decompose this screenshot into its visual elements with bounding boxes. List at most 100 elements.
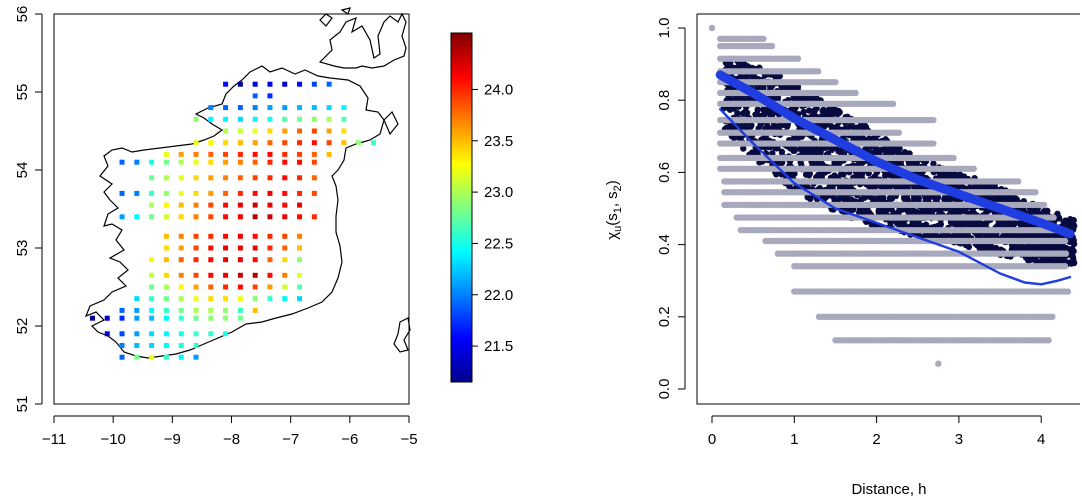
heat-cell bbox=[119, 307, 125, 313]
heat-cell bbox=[297, 245, 303, 251]
heat-cell bbox=[282, 81, 288, 87]
heat-cell bbox=[223, 296, 229, 302]
heat-cell bbox=[282, 140, 288, 146]
heat-cell bbox=[223, 315, 229, 321]
model-point bbox=[896, 145, 903, 152]
empirical-point bbox=[832, 78, 839, 86]
heat-cell bbox=[252, 81, 258, 87]
model-point bbox=[774, 95, 782, 102]
empirical-point bbox=[852, 89, 859, 97]
model-point bbox=[965, 243, 973, 251]
heat-cell bbox=[178, 257, 184, 263]
heat-cell bbox=[282, 151, 288, 157]
empirical-point bbox=[935, 360, 942, 367]
heat-cell bbox=[282, 233, 288, 239]
heat-cell bbox=[252, 284, 258, 290]
heat-cell bbox=[267, 214, 273, 220]
x-tick-label: −10 bbox=[100, 431, 125, 448]
heat-cell bbox=[223, 331, 229, 337]
heat-cell bbox=[297, 190, 303, 196]
heat-cell bbox=[208, 140, 214, 146]
x-tick-label: −7 bbox=[282, 431, 299, 448]
x-tick-label: 3 bbox=[955, 431, 963, 448]
ireland-outline bbox=[84, 65, 385, 359]
heat-cell bbox=[237, 284, 243, 290]
heat-cell bbox=[237, 128, 243, 134]
heat-cell bbox=[311, 128, 317, 134]
empirical-point bbox=[760, 35, 767, 43]
heat-cell bbox=[163, 214, 169, 220]
heat-cell bbox=[341, 105, 347, 111]
heat-cell bbox=[223, 81, 229, 87]
heat-cell bbox=[178, 343, 184, 348]
heat-cell bbox=[163, 151, 169, 157]
heat-cell bbox=[326, 151, 332, 157]
model-point bbox=[861, 194, 868, 201]
heat-cell bbox=[252, 190, 258, 196]
y-tick-label: 0.8 bbox=[656, 90, 673, 111]
heat-cell bbox=[163, 175, 169, 181]
heat-cell bbox=[193, 190, 199, 196]
heat-cell bbox=[149, 315, 155, 321]
model-point bbox=[840, 171, 847, 178]
heat-cell bbox=[119, 159, 125, 165]
heat-cell bbox=[282, 116, 288, 122]
colorbar-tick-label: 22.0 bbox=[484, 287, 513, 304]
heat-cell bbox=[163, 307, 169, 313]
heat-cell bbox=[297, 284, 303, 290]
heat-cell bbox=[252, 151, 258, 157]
model-point bbox=[937, 221, 945, 228]
model-point bbox=[835, 109, 843, 117]
heat-cell bbox=[282, 296, 288, 302]
heat-cell bbox=[252, 257, 258, 263]
y-tick-label: 1.0 bbox=[656, 18, 673, 39]
heat-cell bbox=[223, 284, 229, 290]
heat-cell bbox=[163, 233, 169, 239]
heat-cell bbox=[237, 81, 243, 87]
heat-cell bbox=[297, 257, 303, 263]
model-point bbox=[835, 160, 843, 167]
x-tick-label: −8 bbox=[223, 431, 240, 448]
heat-cell bbox=[178, 307, 184, 313]
heat-cell bbox=[371, 140, 376, 146]
heat-cell bbox=[237, 175, 243, 181]
heat-cell bbox=[252, 159, 258, 165]
empirical-point bbox=[970, 165, 977, 172]
heat-cell bbox=[163, 354, 169, 360]
model-point bbox=[776, 72, 783, 80]
heat-cell bbox=[341, 128, 347, 134]
colorbar-axis: 21.5 22.0 22.5 23.0 23.5 24.0 bbox=[472, 81, 513, 355]
x-tick-label: −6 bbox=[341, 431, 358, 448]
heat-cell bbox=[208, 116, 214, 122]
heat-cell bbox=[223, 175, 229, 181]
heat-cell bbox=[297, 272, 303, 278]
heat-cell bbox=[252, 105, 258, 111]
heat-cell bbox=[149, 343, 155, 348]
model-point bbox=[817, 148, 824, 156]
y-tick-label: 0.6 bbox=[656, 162, 673, 183]
empirical-point bbox=[1045, 337, 1052, 344]
heat-cell bbox=[193, 296, 199, 302]
heat-cell bbox=[267, 140, 273, 146]
heat-cell bbox=[267, 175, 273, 181]
heat-cell bbox=[208, 284, 214, 290]
x-tick-label: 4 bbox=[1037, 431, 1045, 448]
y-tick-label: 0.0 bbox=[656, 379, 673, 400]
heat-cell bbox=[149, 354, 155, 360]
heat-cell bbox=[237, 245, 243, 251]
heat-cell bbox=[311, 214, 317, 220]
heat-cell bbox=[326, 140, 332, 146]
heat-cell bbox=[237, 315, 243, 321]
heat-cell bbox=[267, 116, 273, 122]
x-tick-label: −11 bbox=[42, 431, 66, 448]
colorbar-tick-label: 22.5 bbox=[484, 235, 513, 252]
heat-cell bbox=[267, 257, 273, 263]
heat-cell bbox=[341, 140, 347, 146]
empirical-point bbox=[930, 116, 937, 124]
model-point bbox=[740, 145, 747, 152]
x-tick-label: 1 bbox=[790, 431, 798, 448]
heat-cell bbox=[297, 128, 303, 134]
heat-cell bbox=[193, 331, 199, 337]
heat-cell bbox=[297, 81, 303, 87]
heat-cell bbox=[267, 284, 273, 290]
